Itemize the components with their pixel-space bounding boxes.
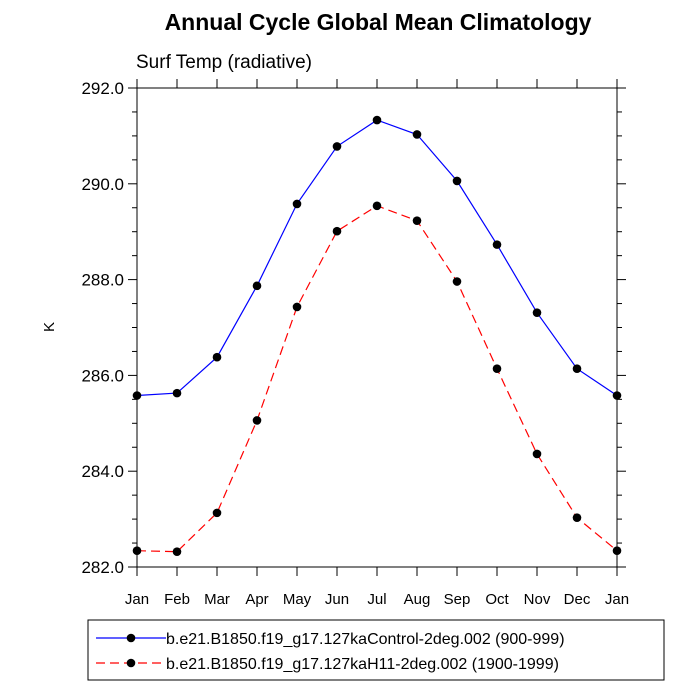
x-tick-label: Aug	[404, 591, 431, 608]
series-1-point	[492, 240, 502, 249]
series-markers	[132, 115, 622, 556]
x-tick-label: Feb	[164, 591, 190, 608]
series-1-point	[372, 115, 382, 125]
x-tick-label: Mar	[204, 591, 230, 608]
series-1-point	[412, 130, 422, 139]
series-2-point	[332, 226, 342, 236]
legend-marker-1	[126, 633, 136, 643]
y-tick-label: 282.0	[81, 558, 124, 577]
series-2-point	[412, 216, 422, 225]
series-1-point	[292, 199, 302, 209]
series-1-point	[212, 352, 222, 362]
series-line-1	[136, 119, 618, 397]
series-2-point	[172, 547, 182, 556]
x-tick-label: Jun	[325, 591, 349, 608]
series-1-point	[172, 388, 182, 398]
y-tick-label: 292.0	[81, 79, 124, 98]
series-1-point	[452, 176, 462, 186]
series-lines	[136, 119, 618, 553]
series-2-point	[532, 449, 542, 459]
series-2-point	[372, 201, 382, 211]
series-2-point	[452, 277, 462, 286]
series-2-point	[132, 546, 142, 556]
chart-title: Annual Cycle Global Mean Climatology	[165, 9, 592, 35]
series-2-point	[492, 364, 502, 373]
y-tick-label: 288.0	[81, 271, 124, 290]
series-2-point	[572, 513, 582, 522]
x-tick-label: Dec	[564, 591, 591, 608]
legend-label-1: b.e21.B1850.f19_g17.127kaControl-2deg.00…	[166, 631, 565, 648]
series-2-point	[292, 302, 302, 312]
series-1-point	[612, 391, 622, 400]
axis-ticks	[128, 79, 626, 576]
tick-labels: 282.0 284.0 286.0 288.0 290.0 292.0 Jan Feb Mar A…	[81, 79, 629, 608]
series-2-point	[612, 546, 622, 556]
series-1-point	[532, 308, 542, 317]
x-tick-label: Sep	[444, 591, 471, 608]
legend-box	[87, 619, 665, 681]
x-tick-label: Apr	[245, 591, 268, 608]
chart-subtitle: Surf Temp (radiative)	[136, 52, 312, 73]
y-tick-label: 284.0	[81, 462, 124, 481]
y-tick-label: 290.0	[81, 175, 124, 194]
x-tick-label: Jul	[367, 591, 386, 608]
legend-marker-2	[126, 658, 136, 668]
plot-frame	[136, 87, 618, 568]
x-tick-label: Jan	[125, 591, 149, 608]
series-line-2	[136, 205, 618, 553]
x-tick-label: Jan	[605, 591, 629, 608]
series-2-point	[212, 508, 222, 518]
series-2-point	[252, 416, 262, 425]
series-1-point	[252, 281, 262, 291]
series-1-point	[572, 364, 582, 373]
series-1-point	[332, 142, 342, 151]
x-tick-label: Oct	[485, 591, 509, 608]
legend: b.e21.B1850.f19_g17.127kaControl-2deg.00…	[96, 631, 565, 673]
y-tick-label: 286.0	[81, 366, 124, 385]
y-axis-label: K	[41, 322, 58, 332]
legend-label-2: b.e21.B1850.f19_g17.127kaH11-2deg.002 (1…	[166, 656, 559, 673]
x-tick-label: May	[283, 591, 312, 608]
series-1-point	[132, 391, 142, 400]
x-tick-label: Nov	[524, 591, 551, 608]
